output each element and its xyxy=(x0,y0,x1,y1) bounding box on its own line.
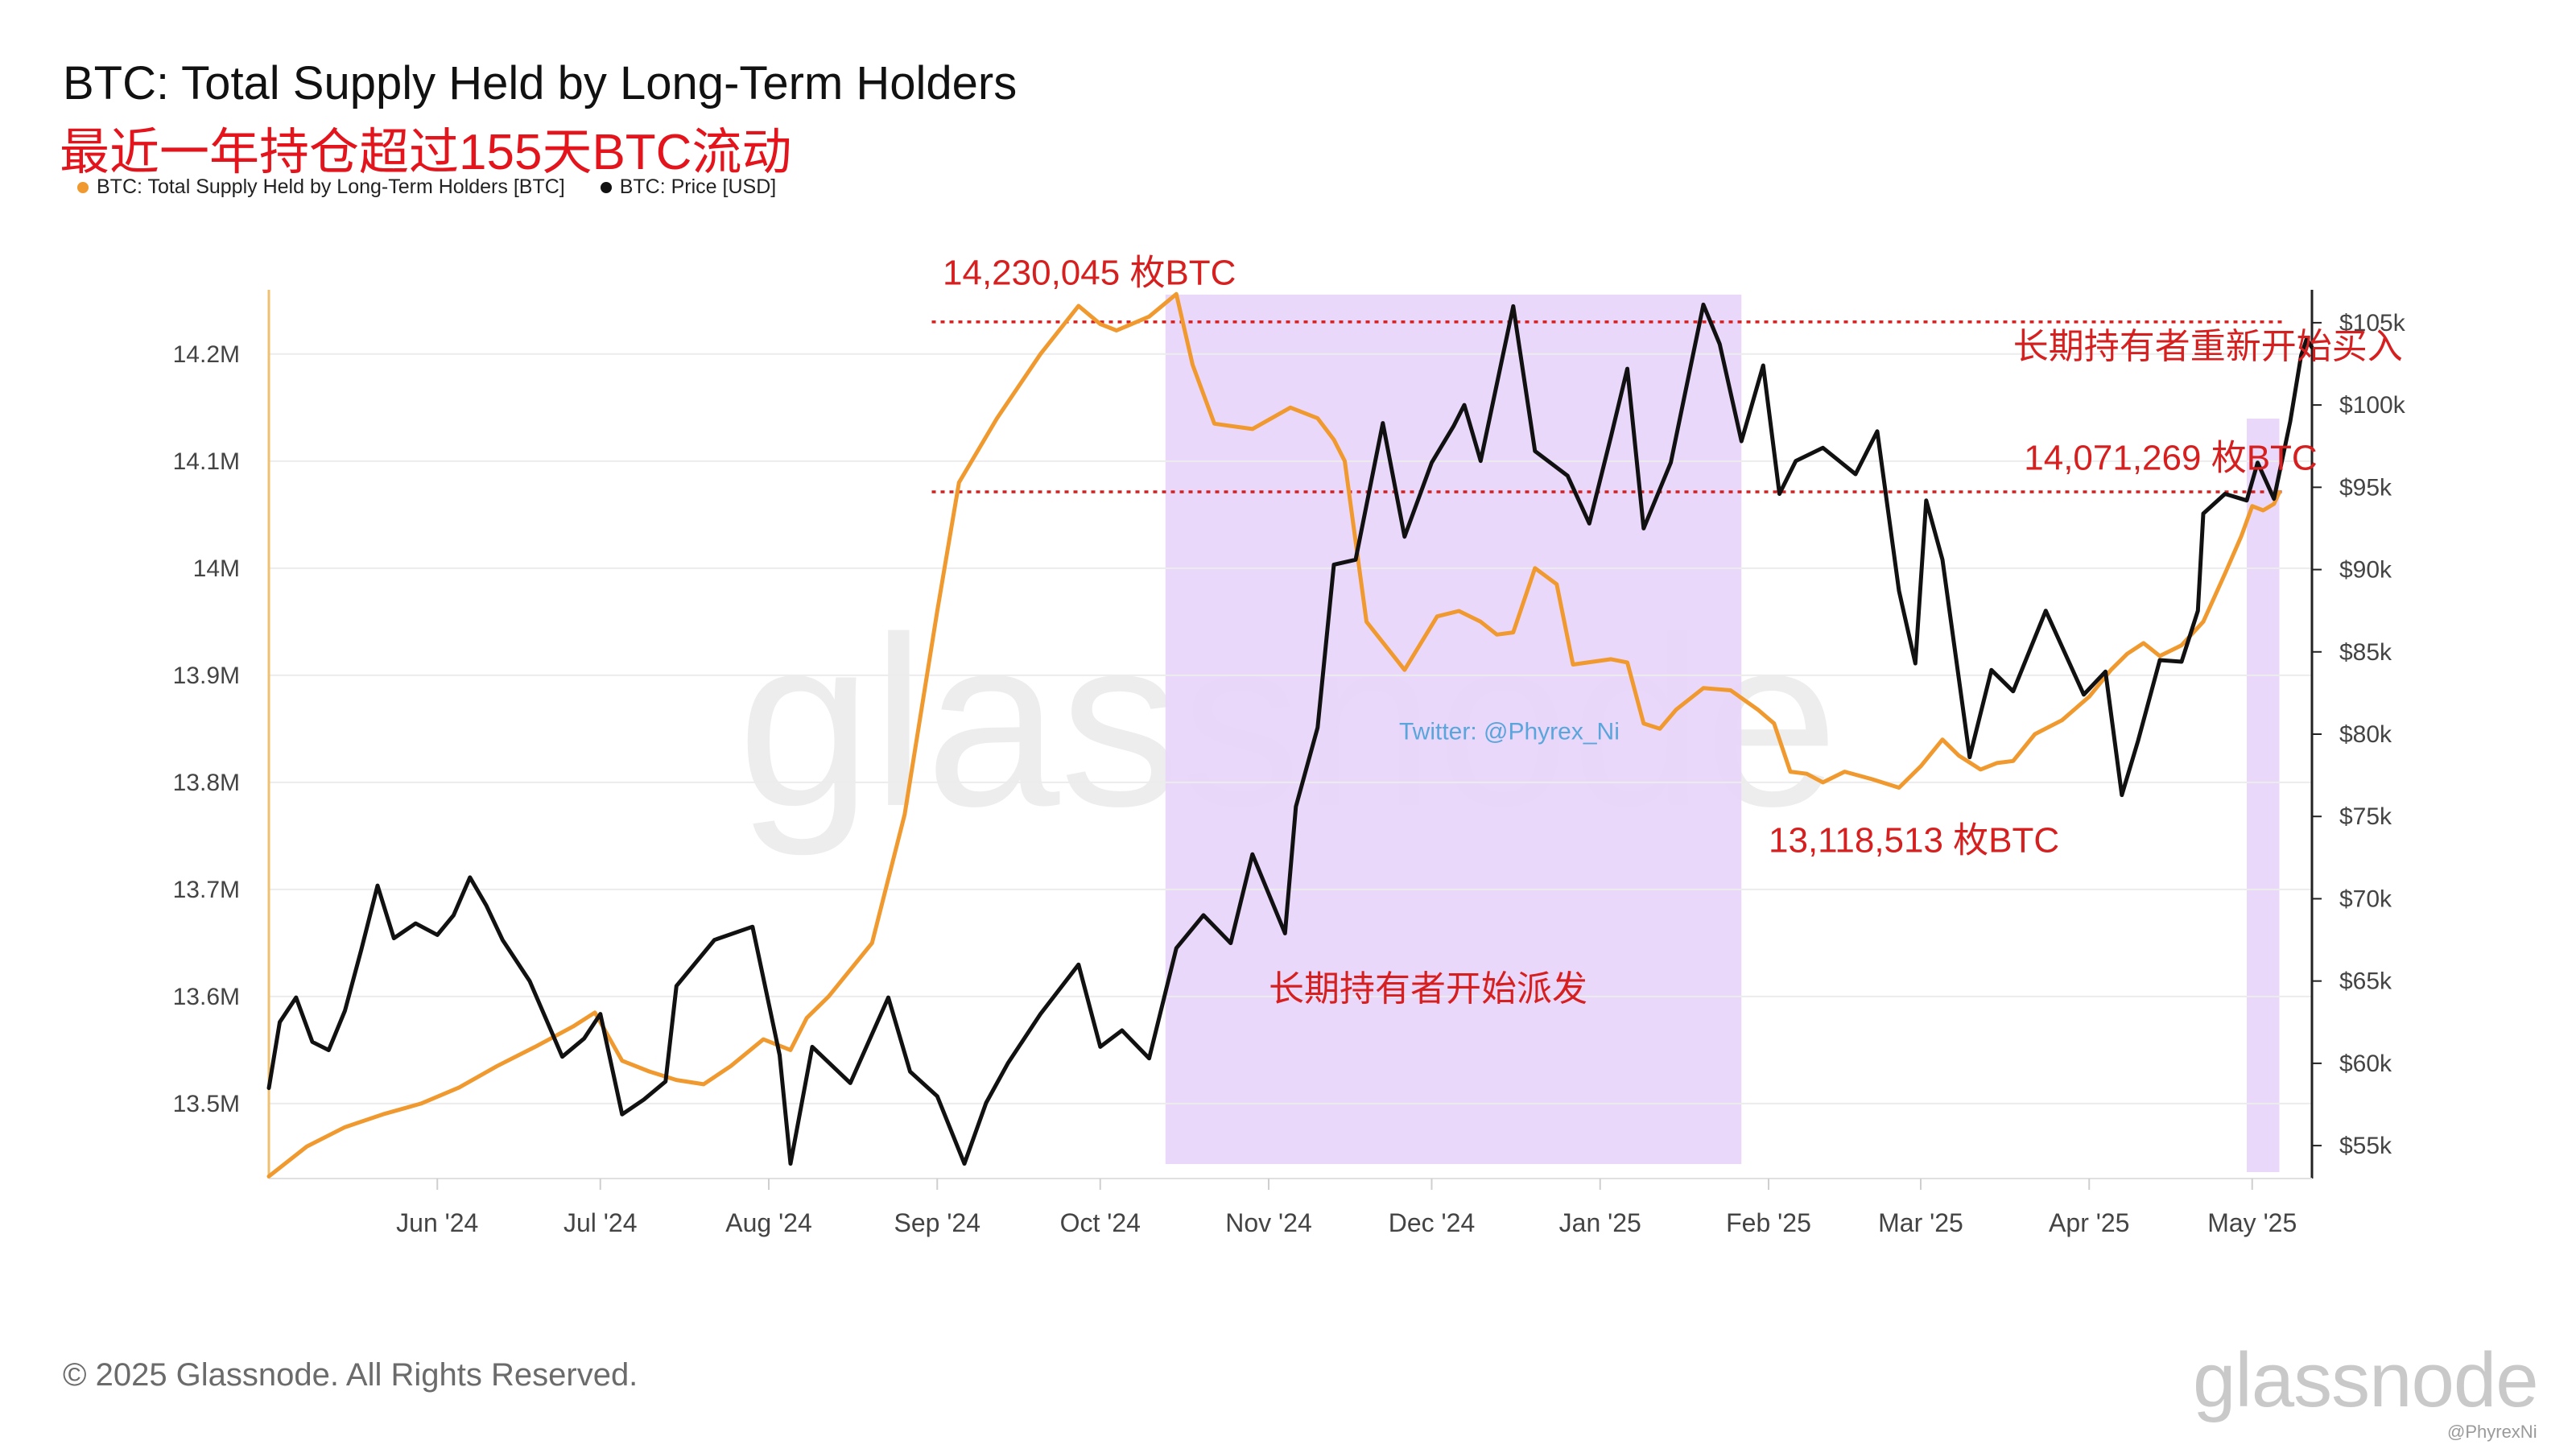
y-right-tick-label: $80k xyxy=(2339,721,2392,748)
y-right-tick-label: $75k xyxy=(2339,803,2392,830)
annotations: 14,230,045 枚BTC 长期持有者重新开始买入 14,071,269 枚BT… xyxy=(943,253,2403,1009)
y-left-tick-label: 14.2M xyxy=(173,341,240,368)
x-tick-label: Apr '25 xyxy=(2049,1208,2129,1237)
x-tick-label: Mar '25 xyxy=(1878,1208,1963,1237)
y-right-tick-label: $105k xyxy=(2339,310,2406,336)
y-left-tick-label: 13.8M xyxy=(173,770,240,796)
x-tick-label: May '25 xyxy=(2207,1208,2297,1237)
chart-title: BTC: Total Supply Held by Long-Term Hold… xyxy=(63,57,1018,109)
y-right-tick-label: $55k xyxy=(2339,1133,2392,1159)
x-tick-label: Jan '25 xyxy=(1559,1208,1641,1237)
x-tick-label: Feb '25 xyxy=(1726,1208,1811,1237)
series-lines xyxy=(266,291,2314,1179)
y-left-tick-label: 13.5M xyxy=(173,1091,240,1117)
y-right-tick-label: $60k xyxy=(2339,1051,2392,1077)
annotation-label: 14,230,045 枚BTC xyxy=(943,253,1236,292)
y-right-tick-label: $65k xyxy=(2339,968,2392,995)
y-right-tick-label: $70k xyxy=(2339,886,2392,912)
y-right-tick-label: $85k xyxy=(2339,639,2392,666)
x-tick-label: Aug '24 xyxy=(725,1208,812,1237)
y-left-tick-label: 13.9M xyxy=(173,663,240,689)
copyright-notice: © 2025 Glassnode. All Rights Reserved. xyxy=(63,1357,638,1393)
shaded-regions xyxy=(1165,295,2280,1172)
legend-label-lth-supply: BTC: Total Supply Held by Long-Term Hold… xyxy=(97,175,565,198)
legend: BTC: Total Supply Held by Long-Term Hold… xyxy=(77,175,776,199)
y-right-tick-label: $100k xyxy=(2339,392,2406,419)
y-right-tick-label: $95k xyxy=(2339,474,2392,501)
y-left-tick-label: 13.7M xyxy=(173,877,240,903)
annotation-label: 13,118,513 枚BTC xyxy=(1769,820,2059,860)
y-left-tick-label: 14M xyxy=(193,555,240,582)
x-tick-label: Nov '24 xyxy=(1225,1208,1312,1237)
annotation-label: 长期持有者开始派发 xyxy=(1269,969,1587,1009)
tick-labels: 13.5M 13.6M 13.7M 13.8M 13.9M 14M 14.1M 14.2M $5… xyxy=(173,310,2406,1237)
y-right-tick-label: $90k xyxy=(2339,557,2392,584)
author-credit: @PhyrexNi xyxy=(2447,1422,2537,1442)
series-line-lth-supply xyxy=(266,291,2281,1179)
legend-swatch-lth-supply xyxy=(77,181,89,193)
shaded-region xyxy=(2247,419,2280,1172)
legend-item-price[interactable]: BTC: Price [USD] xyxy=(600,175,777,199)
x-tick-label: Oct '24 xyxy=(1060,1208,1141,1237)
annotation-label: Twitter: @Phyrex_Ni xyxy=(1399,719,1620,745)
x-tick-label: Dec '24 xyxy=(1389,1208,1476,1237)
legend-item-lth-supply[interactable]: BTC: Total Supply Held by Long-Term Hold… xyxy=(77,175,565,199)
reference-lines xyxy=(931,320,2285,493)
shaded-region xyxy=(1165,295,1742,1164)
y-left-tick-label: 14.1M xyxy=(173,448,240,475)
annotation-label: 长期持有者重新开始买入 xyxy=(2013,327,2403,366)
x-tick-label: Jul '24 xyxy=(564,1208,638,1237)
legend-swatch-price xyxy=(600,181,612,193)
gridlines xyxy=(269,353,2312,1104)
chart-subtitle: 最近一年持仓超过155天BTC流动 xyxy=(60,125,792,180)
x-tick-label: Sep '24 xyxy=(894,1208,980,1237)
legend-label-price: BTC: Price [USD] xyxy=(619,175,777,198)
glassnode-logo: glassnode xyxy=(2193,1337,2539,1423)
y-left-tick-label: 13.6M xyxy=(173,984,240,1010)
series-line-price xyxy=(266,302,2314,1166)
annotation-label: 14,071,269 枚BTC xyxy=(2024,438,2317,477)
x-tick-label: Jun '24 xyxy=(396,1208,478,1237)
